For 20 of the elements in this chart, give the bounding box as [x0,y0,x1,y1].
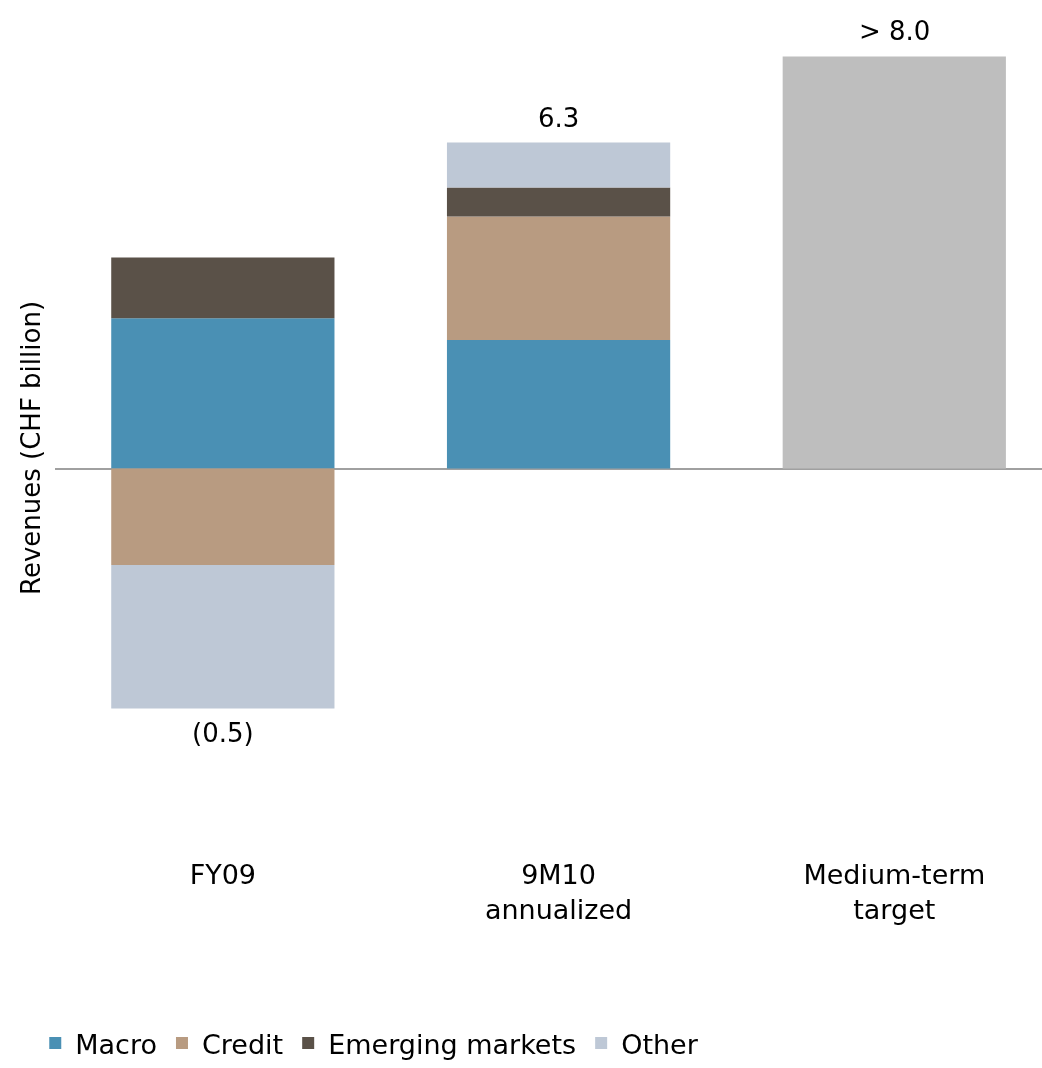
y-axis-title: Revenues (CHF billion) [16,300,47,596]
x-tick-label: Medium-term target [803,859,986,926]
legend-label: Other [621,1028,699,1060]
bar [446,216,671,341]
x-tick-label: FY09 [189,859,257,890]
bar [111,468,335,566]
bar [446,187,671,217]
bar [446,142,671,188]
bar [111,565,335,709]
annotation: 6.3 [538,103,580,133]
annotation: (0.5) [192,718,254,748]
bar [446,340,671,469]
bar [782,56,1006,469]
legend-label: Macro [75,1028,157,1060]
legend-label: Credit [201,1028,284,1060]
bar [111,318,335,469]
x-tick-label: 9M10 annualized [484,859,633,926]
annotation: > 8.0 [859,16,931,46]
legend-label: Emerging markets [328,1028,577,1060]
bar [111,257,335,319]
